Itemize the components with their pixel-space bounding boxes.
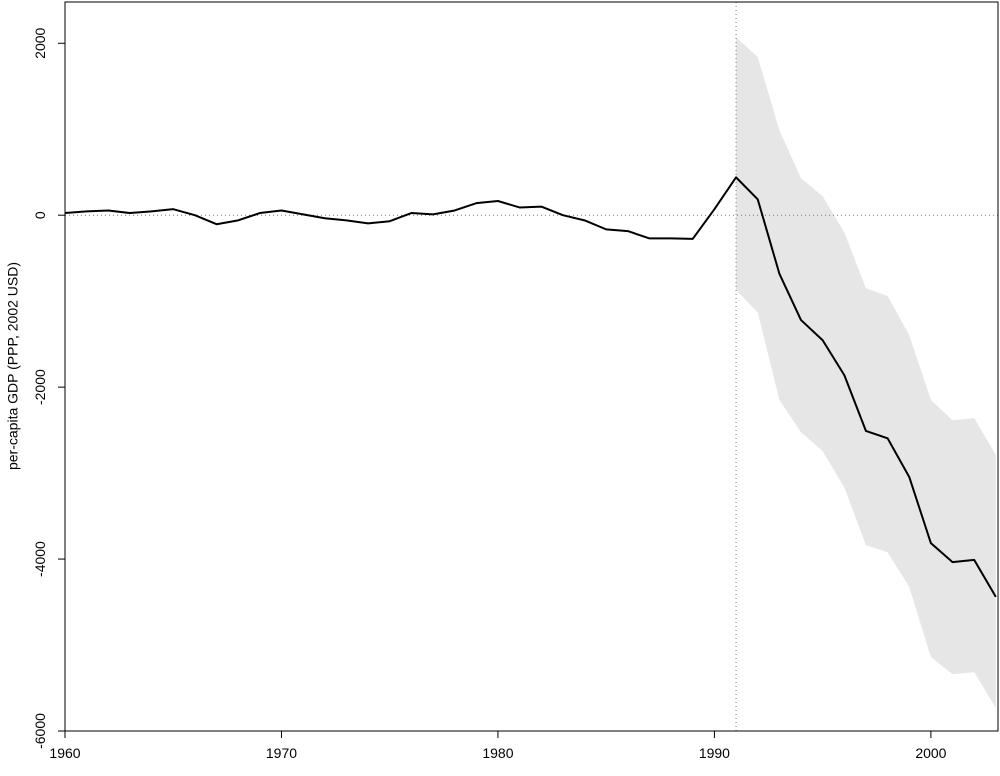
x-tick-label: 1980 <box>482 745 513 761</box>
y-tick-label: -6000 <box>32 713 48 749</box>
x-tick-label: 2000 <box>915 745 946 761</box>
x-tick-label: 1990 <box>699 745 730 761</box>
y-tick-label: 2000 <box>32 27 48 58</box>
data-line <box>64 176 997 598</box>
y-tick-label: -4000 <box>32 541 48 577</box>
y-axis-label: per-capita GDP (PPP, 2002 USD) <box>5 262 21 470</box>
y-tick-label: 0 <box>32 211 48 219</box>
plot-frame <box>64 1 999 732</box>
x-tick-label: 1970 <box>266 745 297 761</box>
confidence-band <box>736 37 996 708</box>
y-tick-label: -2000 <box>32 369 48 405</box>
x-tick-label: 1960 <box>49 745 80 761</box>
